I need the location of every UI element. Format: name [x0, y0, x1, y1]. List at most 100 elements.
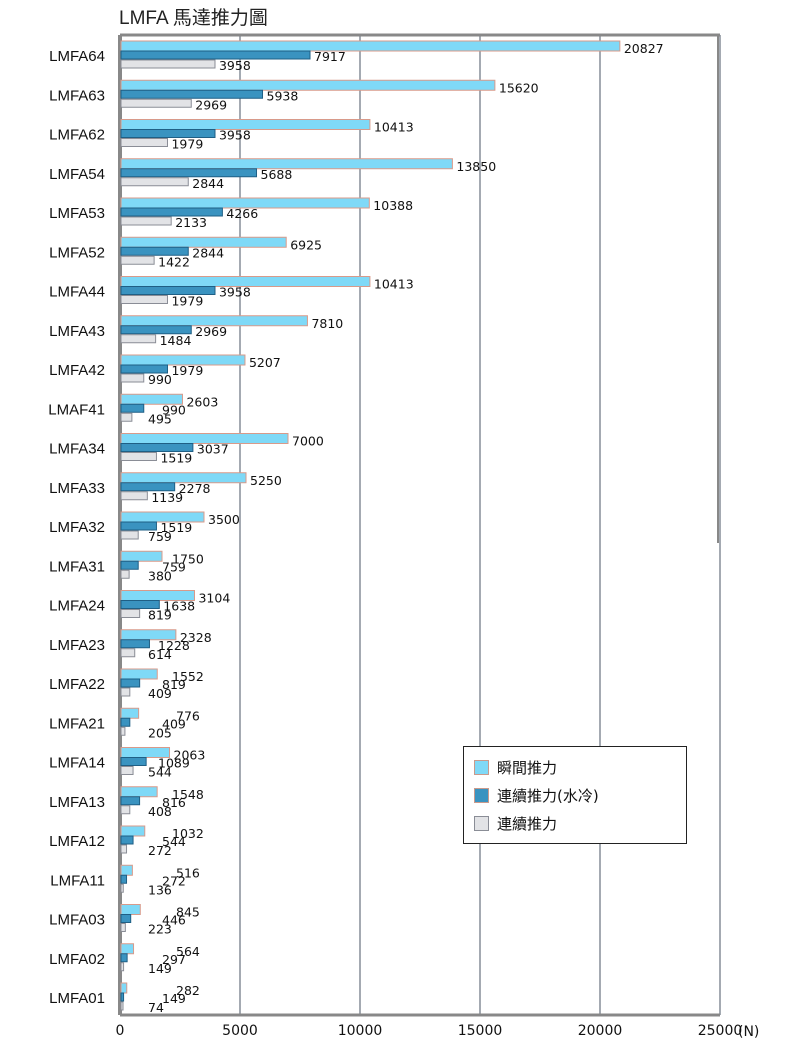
data-label: 149: [148, 961, 172, 976]
x-tick-label: 25000: [698, 1023, 743, 1039]
data-label: 408: [148, 804, 172, 819]
data-label: 544: [148, 765, 172, 780]
data-label: 136: [148, 882, 172, 897]
bar-instant: [120, 119, 371, 130]
bar-instant: [120, 786, 158, 798]
data-label: 1750: [172, 551, 204, 566]
category-label: LMFA23: [49, 637, 105, 654]
bar-instant: [120, 197, 370, 209]
bar-instant: [120, 982, 128, 994]
legend-item-continuous: 連續推力: [474, 813, 557, 834]
category-label: LMFA54: [49, 166, 105, 183]
data-label: 7917: [314, 49, 346, 64]
data-label: 2844: [192, 245, 224, 260]
bar-continuous: [120, 609, 141, 618]
data-label: 1519: [160, 520, 192, 535]
bar-continuous: [120, 295, 168, 304]
data-label: 990: [148, 372, 172, 387]
data-label: 13850: [456, 159, 496, 174]
data-label: 3958: [219, 58, 251, 73]
bar-continuous-water: [120, 50, 311, 60]
legend: 瞬間推力 連續推力(水冷) 連續推力: [463, 746, 687, 844]
bar-continuous: [120, 452, 157, 461]
bar-continuous: [120, 766, 134, 775]
category-label: LMFA62: [49, 127, 105, 144]
data-label: 614: [148, 647, 172, 662]
x-tick-label: 20000: [578, 1023, 623, 1039]
bar-continuous: [120, 373, 145, 383]
data-label: 3037: [197, 442, 229, 457]
category-label: LMFA22: [49, 676, 105, 693]
data-label: 1548: [172, 787, 204, 802]
legend-label: 連續推力(水冷): [497, 787, 599, 805]
data-label: 149: [162, 991, 186, 1006]
data-label: 2603: [186, 394, 218, 409]
category-label: LMFA12: [49, 833, 105, 850]
data-label: 3958: [219, 285, 251, 300]
bar-instant: [120, 393, 183, 405]
data-label: 223: [148, 922, 172, 937]
bar-continuous: [120, 177, 189, 187]
data-label: 409: [148, 686, 172, 701]
bar-continuous-water: [120, 757, 147, 766]
data-label: 297: [162, 952, 186, 967]
bar-instant: [120, 472, 247, 484]
bar-continuous-water: [120, 717, 131, 727]
bar-continuous: [120, 59, 216, 69]
data-label: 4266: [226, 206, 258, 221]
data-label: 74: [148, 1000, 164, 1015]
bar-continuous: [120, 491, 148, 501]
data-label: 1979: [171, 137, 203, 152]
data-label: 1519: [160, 451, 192, 466]
bar-continuous: [120, 334, 157, 344]
bar-instant: [120, 354, 246, 366]
legend-item-continuous-water: 連續推力(水冷): [474, 785, 599, 806]
data-label: 2969: [195, 324, 227, 339]
bar-continuous-water: [120, 168, 258, 178]
bar-continuous: [120, 648, 136, 658]
data-label: 10413: [374, 120, 414, 135]
bar-continuous: [120, 844, 128, 854]
data-label: 10388: [373, 198, 413, 213]
data-label: 845: [176, 905, 200, 920]
bar-instant: [120, 864, 133, 876]
bar-continuous-water: [120, 246, 189, 256]
bar-instant: [120, 158, 453, 170]
data-label: 2844: [192, 176, 224, 191]
data-label: 5688: [261, 167, 293, 182]
category-label: LMFA64: [49, 48, 105, 65]
data-label: 7000: [292, 434, 324, 449]
category-label: LMFA53: [49, 205, 105, 222]
x-tick-label: 10000: [338, 1023, 383, 1039]
data-label: 516: [176, 865, 200, 880]
bar-continuous-water: [120, 796, 141, 806]
bar-continuous-water: [120, 874, 128, 884]
data-label: 819: [162, 677, 186, 692]
bar-instant: [120, 79, 496, 91]
data-label: 409: [162, 716, 186, 731]
data-label: 759: [162, 559, 186, 574]
bar-continuous: [120, 255, 155, 265]
legend-swatch: [474, 816, 489, 831]
bar-continuous: [120, 1001, 124, 1011]
bar-instant: [120, 511, 205, 523]
data-label: 3104: [198, 591, 230, 606]
category-label: LMFA33: [49, 480, 105, 497]
data-label: 20827: [624, 41, 664, 56]
legend-swatch: [474, 788, 489, 803]
data-label: 2328: [180, 630, 212, 645]
bar-continuous-water: [120, 364, 168, 374]
data-label: 776: [176, 708, 200, 723]
category-label: LMFA63: [49, 87, 105, 104]
legend-item-instant: 瞬間推力: [474, 757, 557, 778]
data-label: 380: [148, 568, 172, 583]
legend-label: 瞬間推力: [497, 759, 558, 777]
data-label: 544: [162, 834, 186, 849]
bar-continuous-water: [120, 560, 139, 570]
data-label: 816: [162, 795, 186, 810]
category-label: LMFA24: [49, 598, 105, 615]
category-label: LMFA02: [49, 951, 105, 968]
bar-continuous-water: [120, 953, 128, 963]
data-label: 205: [148, 725, 172, 740]
x-tick-label: 5000: [222, 1023, 258, 1039]
